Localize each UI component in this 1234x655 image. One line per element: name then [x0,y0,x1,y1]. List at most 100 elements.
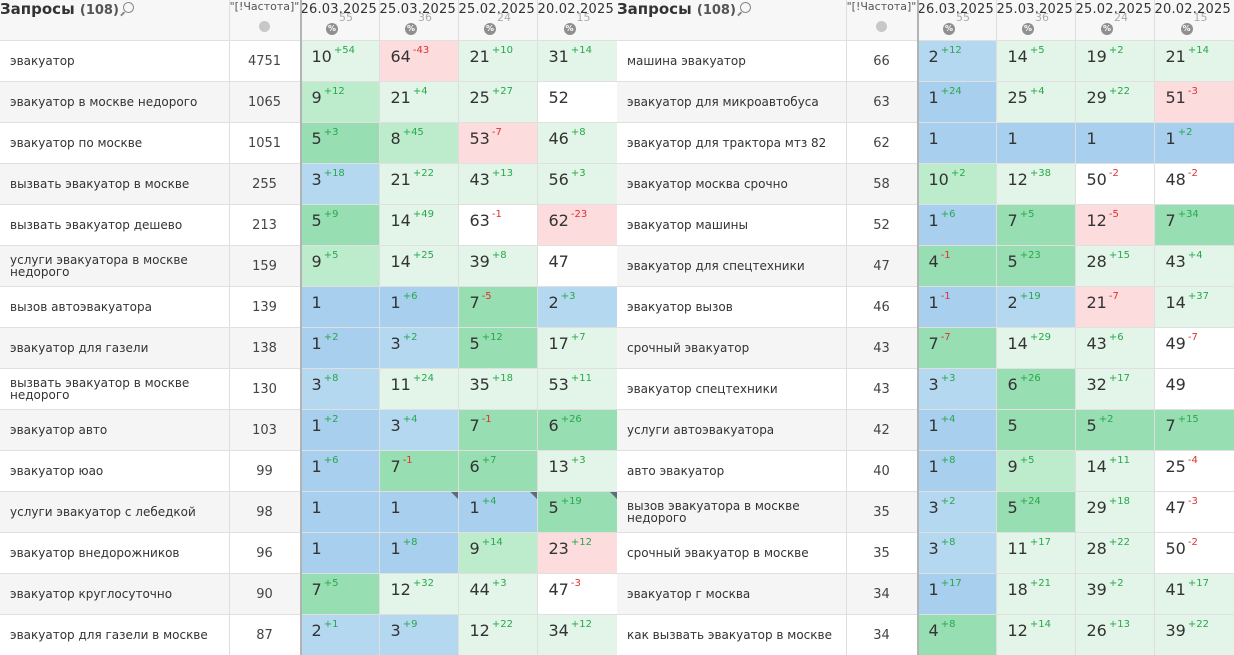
position-cell[interactable]: 39 +2 [1075,573,1155,615]
frequency-header[interactable]: "[!Частота]" [846,0,918,41]
position-cell[interactable]: 21 +14 [1154,40,1234,82]
position-cell[interactable]: 49 -7 [1154,327,1234,369]
query-cell[interactable]: эвакуатор вызов [617,286,847,328]
position-cell[interactable]: 7 +34 [1154,204,1234,246]
position-cell[interactable]: 1 -1 [917,286,997,328]
position-cell[interactable]: 4 -1 [917,245,997,287]
percent-icon[interactable]: % [405,22,417,35]
position-cell[interactable]: 25 -4 [1154,450,1234,492]
position-cell[interactable]: 1 [300,491,380,533]
position-cell[interactable]: 11 +17 [996,532,1076,574]
query-cell[interactable]: эвакуатор по москве [0,122,230,164]
position-cell[interactable]: 47 -3 [537,573,617,615]
position-cell[interactable]: 41 +17 [1154,573,1234,615]
position-cell[interactable]: 50 -2 [1075,163,1155,205]
position-cell[interactable]: 3 +18 [300,163,380,205]
position-cell[interactable]: 1 [1075,122,1155,164]
position-cell[interactable]: 3 +2 [917,491,997,533]
position-cell[interactable]: 10 +54 [300,40,380,82]
position-cell[interactable]: 43 +6 [1075,327,1155,369]
position-cell[interactable]: 14 +49 [379,204,459,246]
search-icon[interactable] [122,2,134,13]
position-cell[interactable]: 3 +2 [379,327,459,369]
query-cell[interactable]: услуги эвакуатор с лебедкой [0,491,230,533]
query-cell[interactable]: как вызвать эвакуатор в москве [617,614,847,655]
position-cell[interactable]: 2 +19 [996,286,1076,328]
position-cell[interactable]: 53 +11 [537,368,617,410]
query-cell[interactable]: вызов автоэвакуатора [0,286,230,328]
position-cell[interactable]: 17 +7 [537,327,617,369]
query-cell[interactable]: эвакуатор для газели в москве [0,614,230,655]
position-cell[interactable]: 64 -43 [379,40,459,82]
position-cell[interactable]: 7 -1 [458,409,538,451]
position-cell[interactable]: 25 +27 [458,81,538,123]
position-cell[interactable]: 14 +29 [996,327,1076,369]
position-cell[interactable]: 1 +8 [917,450,997,492]
position-cell[interactable]: 13 +3 [537,450,617,492]
date-column-header[interactable]: 20.02.2025 %15 [1154,0,1234,41]
query-cell[interactable]: эвакуатор круглосуточно [0,573,230,615]
position-cell[interactable]: 1 +4 [458,491,538,533]
position-cell[interactable]: 5 [996,409,1076,451]
date-column-header[interactable]: 25.03.2025 %36 [996,0,1076,41]
query-cell[interactable]: эвакуатор в москве недорого [0,81,230,123]
position-cell[interactable]: 10 +2 [917,163,997,205]
position-cell[interactable]: 21 +4 [379,81,459,123]
position-cell[interactable]: 12 +38 [996,163,1076,205]
position-cell[interactable]: 5 +2 [1075,409,1155,451]
position-cell[interactable]: 19 +2 [1075,40,1155,82]
date-column-header[interactable]: 20.02.2025 %15 [537,0,617,41]
position-cell[interactable]: 53 -7 [458,122,538,164]
position-cell[interactable]: 6 +26 [996,368,1076,410]
query-cell[interactable]: эвакуатор [0,40,230,82]
query-cell[interactable]: срочный эвакуатор в москве [617,532,847,574]
position-cell[interactable]: 25 +4 [996,81,1076,123]
query-cell[interactable]: эвакуатор внедорожников [0,532,230,574]
percent-icon[interactable]: % [943,22,955,35]
position-cell[interactable]: 6 +26 [537,409,617,451]
position-cell[interactable]: 3 +8 [917,532,997,574]
position-cell[interactable]: 1 [300,532,380,574]
position-cell[interactable]: 50 -2 [1154,532,1234,574]
position-cell[interactable]: 8 +45 [379,122,459,164]
position-cell[interactable]: 6 +7 [458,450,538,492]
position-cell[interactable]: 39 +8 [458,245,538,287]
position-cell[interactable]: 5 +24 [996,491,1076,533]
percent-icon[interactable]: % [1180,22,1193,35]
position-cell[interactable]: 18 +21 [996,573,1076,615]
position-cell[interactable]: 12 +22 [458,614,538,655]
position-cell[interactable]: 1 [379,491,459,533]
position-cell[interactable]: 7 +5 [996,204,1076,246]
position-cell[interactable]: 1 +6 [300,450,380,492]
queries-header[interactable]: Запросы (108) [617,0,847,41]
position-cell[interactable]: 1 +4 [917,409,997,451]
position-cell[interactable]: 14 +25 [379,245,459,287]
position-cell[interactable]: 26 +13 [1075,614,1155,655]
position-cell[interactable]: 12 +32 [379,573,459,615]
query-cell[interactable]: срочный эвакуатор [617,327,847,369]
query-cell[interactable]: эвакуатор москва срочно [617,163,847,205]
query-cell[interactable]: эвакуатор авто [0,409,230,451]
query-cell[interactable]: эвакуатор машины [617,204,847,246]
position-cell[interactable]: 39 +22 [1154,614,1234,655]
position-cell[interactable]: 3 +8 [300,368,380,410]
position-cell[interactable]: 11 +24 [379,368,459,410]
position-cell[interactable]: 4 +8 [917,614,997,655]
search-icon[interactable] [739,2,751,13]
position-cell[interactable]: 47 -3 [1154,491,1234,533]
position-cell[interactable]: 1 +2 [300,327,380,369]
position-cell[interactable]: 29 +18 [1075,491,1155,533]
percent-icon[interactable]: % [1101,22,1113,35]
position-cell[interactable]: 9 +14 [458,532,538,574]
position-cell[interactable]: 2 +3 [537,286,617,328]
date-column-header[interactable]: 25.02.2025 %24 [1075,0,1155,41]
position-cell[interactable]: 7 +15 [1154,409,1234,451]
query-cell[interactable]: вызвать эвакуатор в москве недорого [0,368,230,410]
queries-header[interactable]: Запросы (108) [0,0,230,41]
position-cell[interactable]: 3 +4 [379,409,459,451]
position-cell[interactable]: 1 +2 [1154,122,1234,164]
position-cell[interactable]: 1 [917,122,997,164]
position-cell[interactable]: 29 +22 [1075,81,1155,123]
position-cell[interactable]: 3 +9 [379,614,459,655]
position-cell[interactable]: 44 +3 [458,573,538,615]
